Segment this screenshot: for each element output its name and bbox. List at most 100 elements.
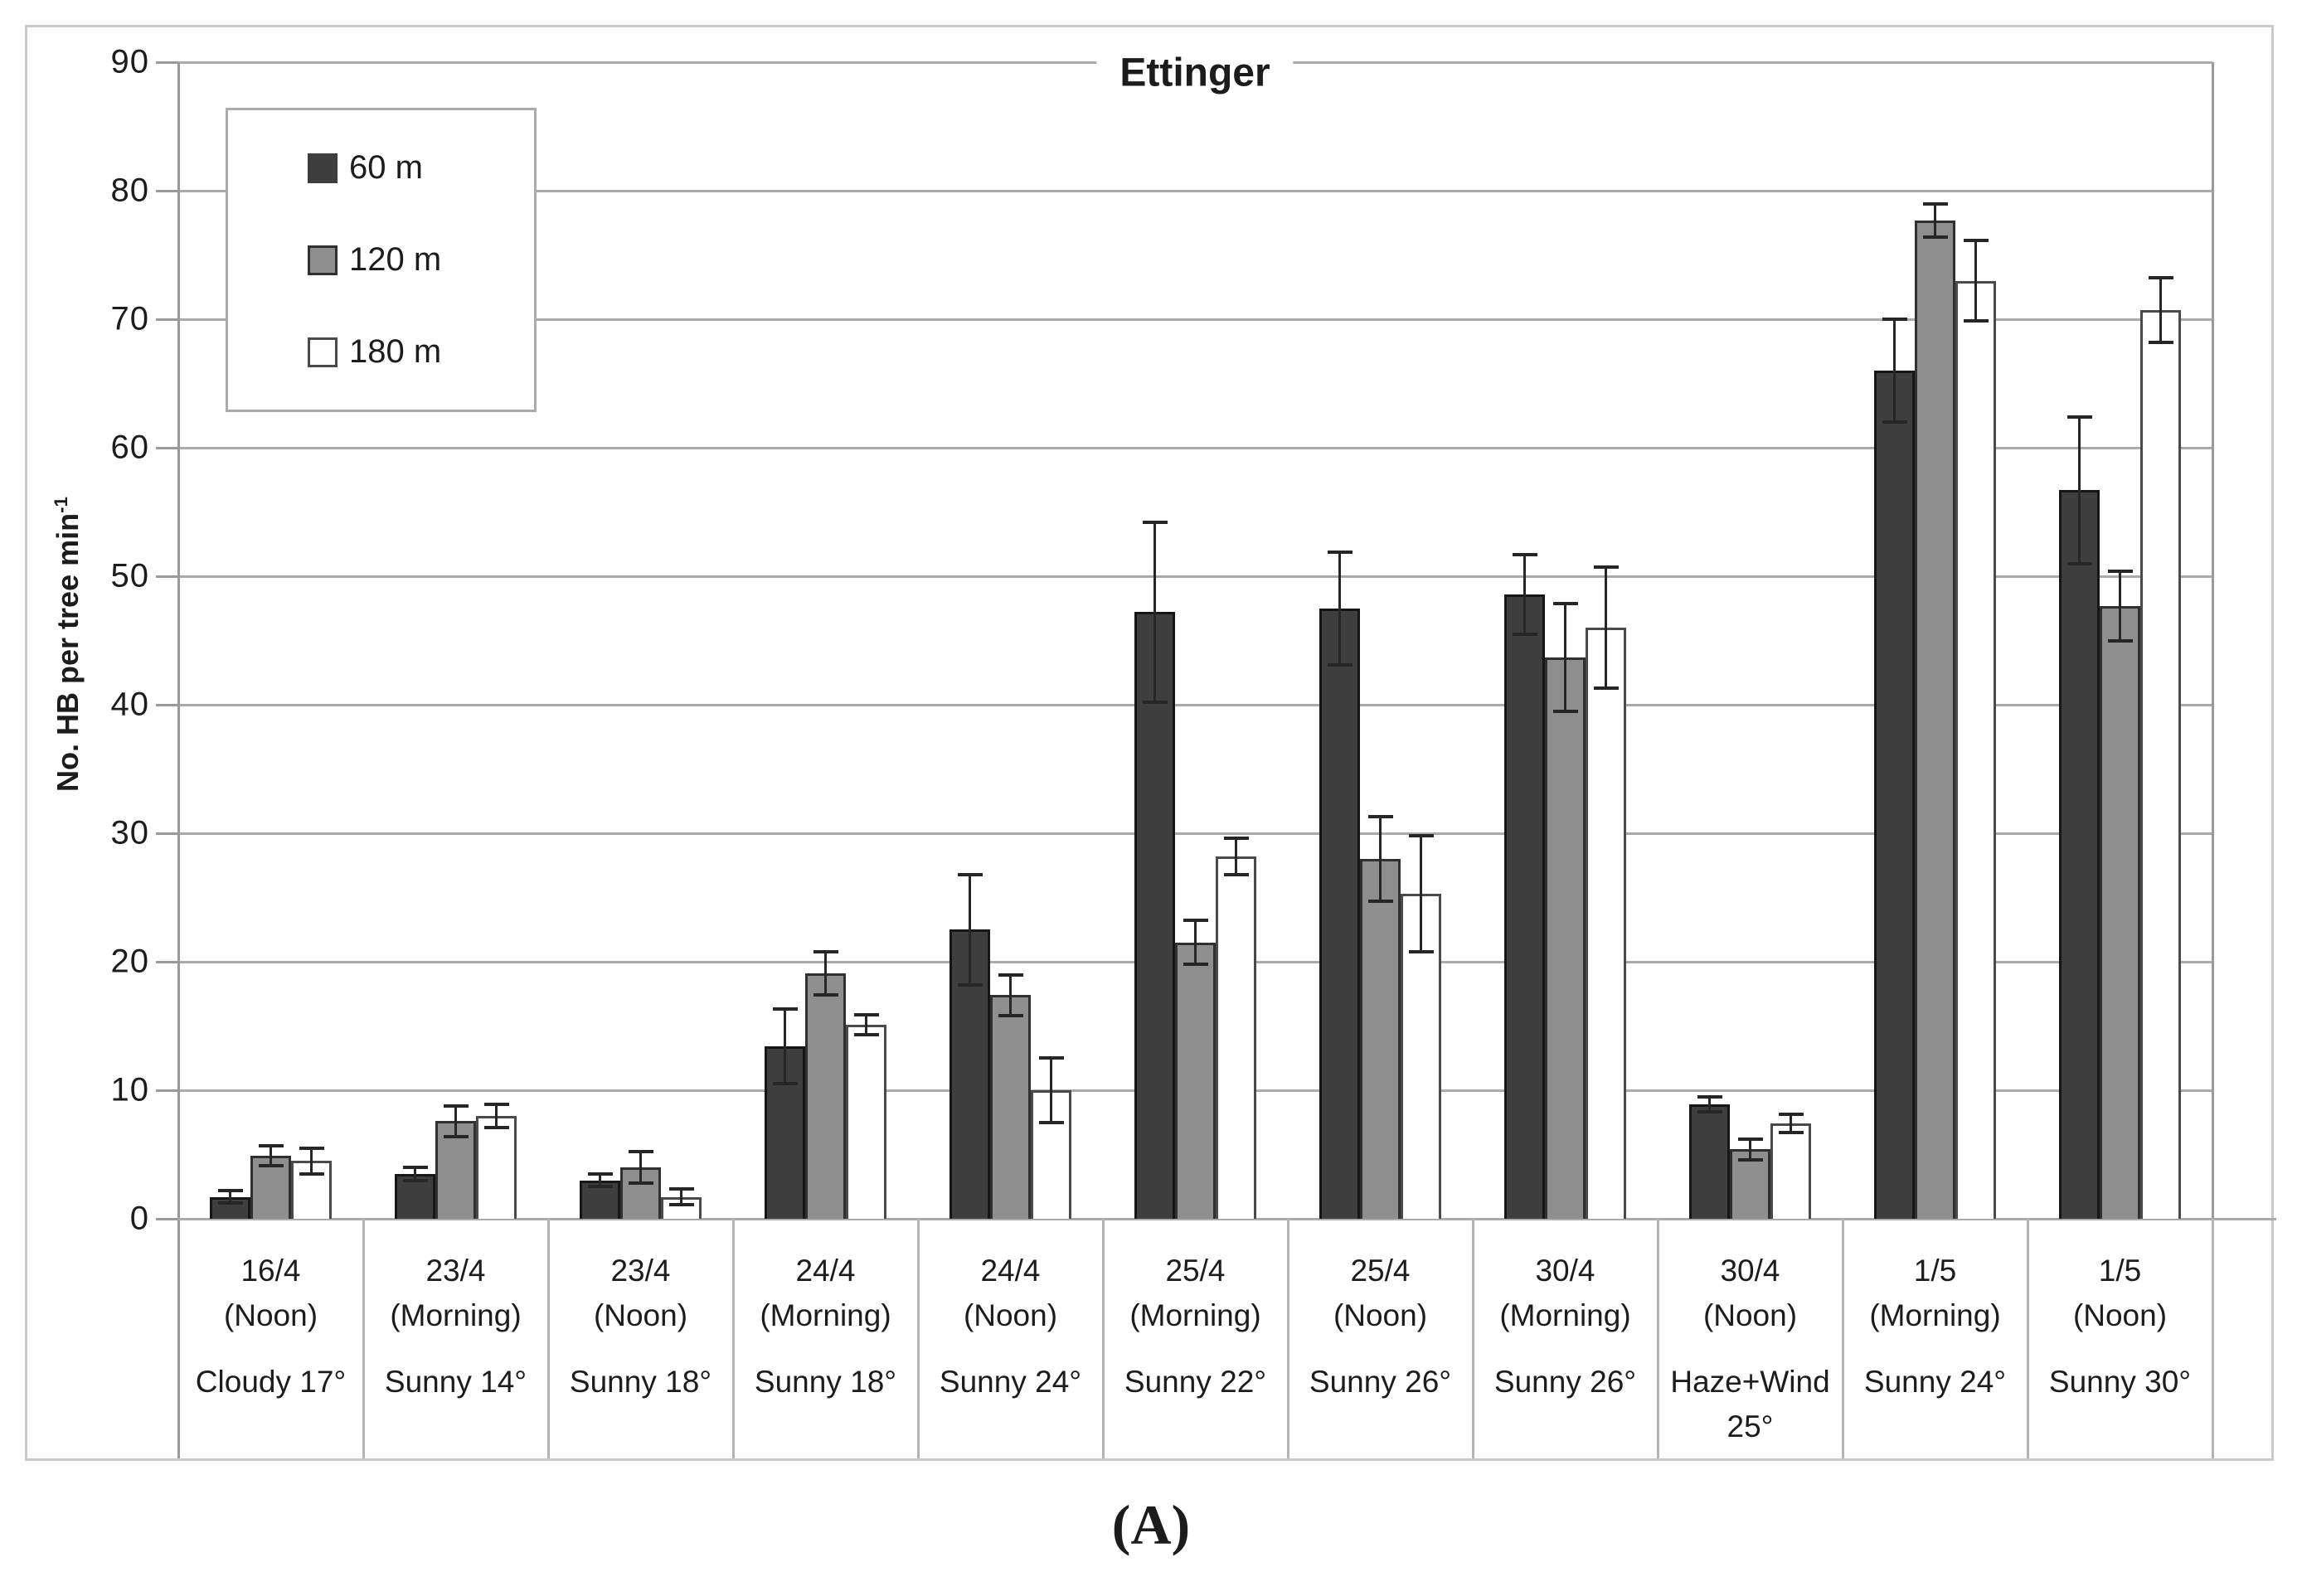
error-bar-cap-bottom [628,1181,653,1185]
error-bar-cap-bottom [258,1164,284,1168]
legend-item-60m: 60 m [308,149,534,187]
error-bar-cap-bottom [483,1125,509,1129]
legend-item-120m: 120 m [308,241,534,279]
error-bar-cap-bottom [443,1134,469,1138]
error-bar-cap-bottom [1697,1110,1722,1114]
legend-swatch-60m [308,153,338,183]
y-tick-mark [156,832,178,835]
error-bar-cap-top [1697,1094,1722,1099]
bar-180m-group10 [1955,280,1996,1219]
category-time: (Morning) [390,1298,522,1332]
legend-label-60m: 60 m [349,149,423,186]
error-bar-line [1893,319,1896,422]
error-bar-line [639,1152,642,1183]
category-time: (Noon) [1702,1298,1798,1332]
category-cell: 30/4 (Noon) Haze+Wind 25° [1658,1219,1843,1458]
error-bar-cap-top [2107,569,2133,573]
y-tick-mark [156,318,178,321]
error-bar-line [1523,554,1526,634]
y-tick-label: 10 [110,1071,149,1108]
error-bar-line [1050,1058,1052,1123]
y-tick-label: 70 [110,300,149,337]
category-weather: Sunny 24° [939,1365,1082,1399]
error-bar-cap-bottom [1367,900,1393,904]
bar-60m-group11 [2059,490,2100,1219]
bar-120m-group4 [805,973,846,1219]
category-separator [1656,1219,1659,1458]
error-bar-cap-top [1593,565,1619,570]
error-bar-cap-top [1038,1056,1064,1060]
error-bar-cap-top [2066,415,2092,419]
category-cell: 1/5 (Noon) Sunny 30° [2028,1219,2212,1458]
error-bar-cap-top [772,1007,798,1011]
category-time: (Noon) [1333,1298,1428,1332]
legend-swatch-180m [308,337,338,367]
error-bar-cap-top [258,1143,284,1147]
y-tick-mark [156,575,178,578]
error-bar-line [784,1009,786,1084]
error-bar-line [1605,567,1607,688]
category-date: 30/4 [1720,1254,1780,1288]
error-bar-cap-top [1142,520,1168,524]
error-bar-cap-bottom [217,1201,243,1205]
error-bar-cap-bottom [1593,686,1619,690]
category-weather: Sunny 30° [2048,1365,2192,1399]
category-date: 23/4 [610,1254,671,1288]
error-bar-cap-top [402,1166,428,1169]
error-bar-cap-bottom [1737,1157,1763,1162]
error-bar-cap-bottom [772,1082,798,1086]
y-tick-mark [156,446,178,449]
y-tick-label: 80 [110,172,149,209]
error-bar-line [1153,521,1156,702]
bar-120m-group5 [990,995,1031,1219]
category-cell: 23/4 (Noon) Sunny 18° [548,1219,733,1458]
error-bar-line [2159,278,2162,342]
error-bar-cap-top [1778,1113,1804,1117]
error-bar-line [1708,1096,1711,1113]
error-bar-line [1974,240,1977,321]
category-date: 23/4 [425,1254,486,1288]
legend: 60 m 120 m 180 m [226,108,537,412]
error-bar-cap-bottom [402,1178,428,1182]
bar-180m-group6 [1216,856,1256,1219]
y-tick-label: 60 [110,429,149,466]
category-separator [1101,1219,1105,1458]
category-date: 24/4 [795,1254,856,1288]
error-bar-cap-bottom [1963,318,1989,323]
category-weather: Sunny 18° [754,1365,897,1399]
category-time: (Morning) [1129,1298,1261,1332]
error-bar-cap-top [998,973,1023,977]
error-bar-cap-bottom [1512,632,1537,636]
error-bar-cap-top [1408,834,1434,838]
x-axis-line [178,1217,2276,1220]
category-date: 16/4 [240,1254,301,1288]
category-cell: 30/4 (Morning) Sunny 26° [1473,1219,1658,1458]
error-bar-cap-bottom [587,1185,613,1189]
y-tick-label: 0 [129,1200,149,1237]
y-tick-mark [156,1217,178,1220]
y-gridline [178,189,2212,192]
error-bar-cap-bottom [1882,420,1907,424]
category-separator [546,1219,550,1458]
category-date: 1/5 [2098,1254,2142,1288]
y-gridline [178,446,2212,449]
plot-right-border [2211,62,2214,1219]
category-weather: Sunny 14° [384,1365,527,1399]
error-bar-cap-bottom [957,982,983,987]
bar-180m-group5 [1031,1090,1071,1219]
bar-120m-group10 [1915,220,1955,1219]
error-bar-line [414,1167,416,1181]
category-date: 25/4 [1350,1254,1411,1288]
error-bar-cap-bottom [2066,561,2092,565]
category-cell: 25/4 (Morning) Sunny 22° [1103,1219,1288,1458]
bar-120m-group6 [1175,942,1216,1219]
category-time: (Noon) [593,1298,688,1332]
category-cell: 16/4 (Noon) Cloudy 17° [178,1219,363,1458]
category-separator [362,1219,365,1458]
category-weather: Sunny 26° [1309,1365,1452,1399]
error-bar-cap-bottom [1038,1120,1064,1124]
chart-title: Ettinger [1096,50,1294,96]
error-bar-cap-bottom [1408,949,1434,953]
y-tick-label: 30 [110,814,149,851]
